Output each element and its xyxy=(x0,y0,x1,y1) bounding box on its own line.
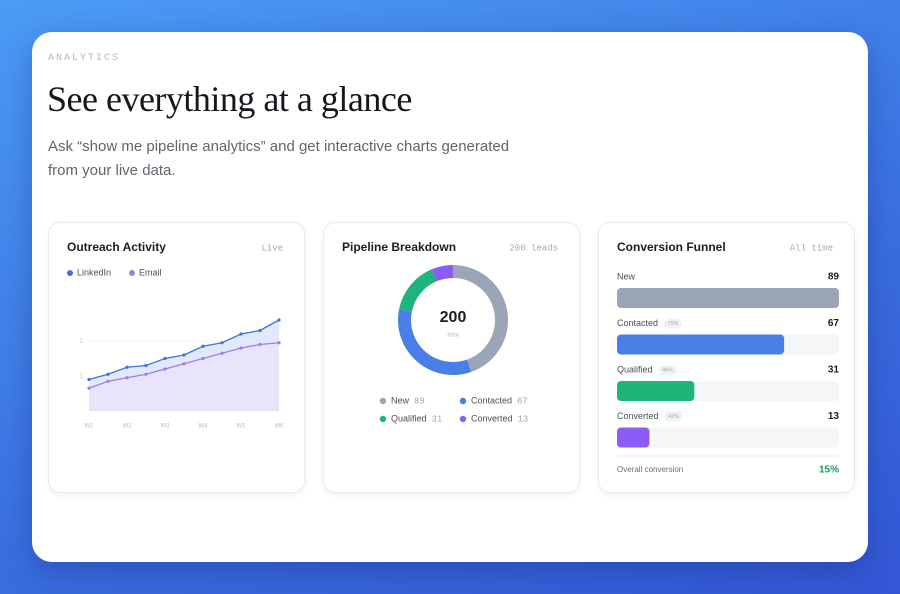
x-tick-label: W3 xyxy=(161,424,171,430)
x-tick-label: W2 xyxy=(123,424,133,430)
point xyxy=(125,376,129,380)
point xyxy=(144,363,148,368)
panel: ANALYTICS See everything at a glance Ask… xyxy=(32,32,868,562)
legend-dot xyxy=(379,397,387,405)
card-title: Pipeline Breakdown xyxy=(342,240,456,254)
badge: 200 leads xyxy=(509,243,558,253)
card-title: Outreach Activity xyxy=(67,240,166,254)
badge: Live xyxy=(261,243,283,253)
point xyxy=(163,356,167,361)
card: Outreach Activity Live LinkedIn Email 1 2 W1 W2… xyxy=(48,222,305,493)
point xyxy=(239,346,243,350)
x-tick-label: W6 xyxy=(275,424,285,430)
step-label: 42% xyxy=(668,414,679,420)
donut-segment xyxy=(398,265,508,375)
legend-value: 13 xyxy=(518,414,529,424)
bar xyxy=(617,381,695,401)
point xyxy=(258,328,262,333)
pill xyxy=(664,318,683,329)
y-tick-label: 2 xyxy=(80,339,84,345)
x-tick-label: W1 xyxy=(85,424,95,430)
legend-value: 31 xyxy=(432,414,443,424)
donut-segment xyxy=(398,265,508,375)
point xyxy=(163,367,167,371)
overall-label: Overall conversion xyxy=(617,465,683,474)
eyebrow: ANALYTICS xyxy=(48,53,121,64)
row-label: Qualified xyxy=(617,364,653,374)
card: Pipeline Breakdown 200 leads 200 total New 89… xyxy=(323,222,580,493)
legend-dot xyxy=(129,270,136,276)
point xyxy=(87,386,91,390)
row-value: 13 xyxy=(828,411,840,422)
row-value: 31 xyxy=(828,365,840,376)
x-tick-label: W5 xyxy=(237,424,247,430)
y-tick-label: 1 xyxy=(80,374,84,380)
row-label: Contacted xyxy=(617,318,658,328)
point xyxy=(106,379,110,383)
point xyxy=(106,372,110,376)
point xyxy=(277,341,281,345)
chart: Pipeline Breakdown 200 leads 200 total New 89… xyxy=(342,240,558,424)
step-label: 46% xyxy=(662,367,673,373)
heading: See everything at a glance xyxy=(47,79,412,119)
bar xyxy=(617,288,839,308)
legend-dot xyxy=(67,270,73,276)
legend-label: Email xyxy=(139,267,162,277)
point xyxy=(258,342,262,347)
legend-dot xyxy=(379,415,387,423)
point xyxy=(220,341,224,345)
step-label: 75% xyxy=(668,321,679,327)
pill xyxy=(664,411,683,422)
point xyxy=(87,377,91,382)
legend-label: Contacted xyxy=(471,395,512,405)
badge: All time xyxy=(790,243,833,253)
legend-dot xyxy=(459,415,467,423)
bar xyxy=(617,334,785,355)
point xyxy=(182,362,186,366)
card-title: Conversion Funnel xyxy=(617,240,726,254)
point xyxy=(239,332,243,336)
area xyxy=(89,342,279,411)
subtitle: Ask “show me pipeline analytics” and get… xyxy=(48,138,510,179)
legend-label: New xyxy=(391,395,410,405)
legend-label: LinkedIn xyxy=(77,267,111,277)
row-label: New xyxy=(617,271,636,281)
legend-dot xyxy=(459,397,467,405)
chart: Conversion Funnel All time New 89 Contacted 7… xyxy=(617,240,840,476)
row-value: 67 xyxy=(828,318,840,329)
card: Conversion Funnel All time New 89 Contacted 7… xyxy=(598,222,855,493)
pill xyxy=(658,365,677,375)
point xyxy=(220,351,224,355)
point xyxy=(182,353,186,357)
point xyxy=(144,372,148,376)
row-value: 89 xyxy=(828,272,840,283)
total-label: total xyxy=(447,333,458,339)
bar-track xyxy=(617,427,839,448)
x-tick-label: W4 xyxy=(199,424,209,430)
legend-label: Converted xyxy=(471,413,513,423)
legend-value: 89 xyxy=(414,396,425,406)
row-label: Converted xyxy=(617,411,659,421)
point xyxy=(125,365,129,369)
point xyxy=(201,344,205,348)
point xyxy=(277,318,281,322)
legend-value: 67 xyxy=(517,396,528,406)
chart: Outreach Activity Live LinkedIn Email 1 2 W1 W2… xyxy=(67,240,285,430)
legend-label: Qualified xyxy=(391,413,427,423)
total: 200 xyxy=(440,309,467,326)
overall-value: 15% xyxy=(819,465,839,476)
point xyxy=(201,356,205,361)
bar xyxy=(617,427,650,448)
